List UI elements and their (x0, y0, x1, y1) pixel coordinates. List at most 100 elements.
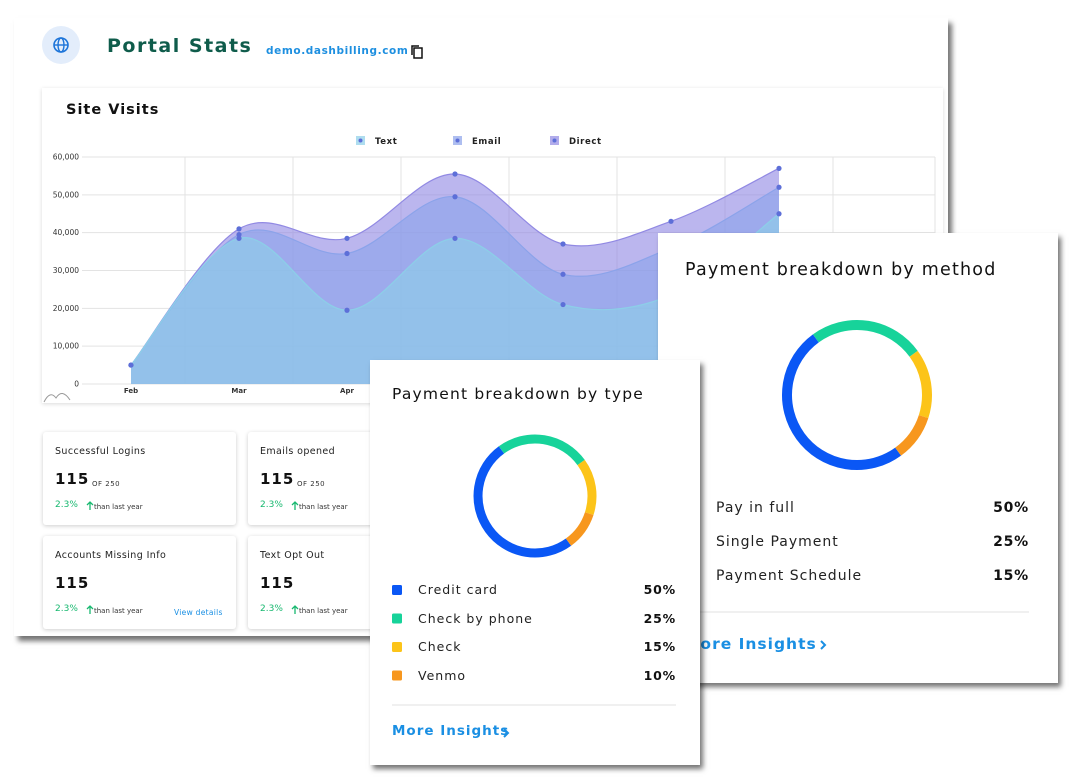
value-label: 50% (993, 500, 1029, 517)
stat-label: Emails opened (260, 446, 336, 457)
stat-note: than last year (299, 607, 348, 615)
y-tick-label: 50,000 (53, 190, 79, 199)
up-arrow-icon (291, 605, 299, 614)
more-insights-link[interactable]: More Insights (392, 723, 510, 739)
legend-label: Pay in full (716, 500, 795, 517)
stat-total: OF 250 (297, 480, 326, 488)
domain-link[interactable]: demo.dashbilling.com (266, 45, 409, 57)
y-tick-label: 10,000 (53, 342, 79, 351)
legend-label: Single Payment (716, 534, 839, 551)
stat-value: 115 (55, 470, 90, 488)
y-tick-label: 20,000 (53, 304, 79, 313)
data-point (344, 250, 350, 257)
up-arrow-icon (86, 605, 94, 614)
method-card: Payment breakdown by method Pay in full 50… (658, 233, 1058, 683)
copy-icon[interactable] (410, 44, 424, 60)
globe-icon[interactable] (42, 26, 82, 66)
donut-segment (565, 512, 594, 546)
legend-label: Check by phone (418, 610, 533, 626)
stat-note: than last year (299, 503, 348, 511)
data-point (236, 231, 242, 238)
legend-label: Email (472, 137, 501, 147)
stat-value: 115 (260, 470, 295, 488)
legend-label: Check (418, 639, 462, 655)
legend-swatch (392, 642, 402, 652)
data-point (344, 235, 350, 241)
page-title: Portal Stats (107, 35, 253, 57)
data-point (128, 362, 134, 368)
legend-swatch (392, 585, 402, 595)
card-title: Payment breakdown by method (685, 260, 997, 280)
y-tick-label: 0 (74, 380, 79, 389)
data-point (776, 165, 782, 171)
legend-dot (455, 138, 460, 143)
donut-segment (895, 414, 929, 456)
stat-note: than last year (94, 503, 143, 511)
stat-card: Accounts Missing Info 115 2.3% than last ye… (43, 536, 236, 629)
value-label: 25% (643, 610, 676, 626)
data-point (452, 171, 458, 177)
donut-segment (473, 446, 572, 558)
card-title: Payment breakdown by type (392, 385, 644, 403)
legend-label: Payment Schedule (716, 568, 863, 585)
legend-label: Venmo (418, 667, 467, 683)
value-label: 10% (643, 667, 676, 683)
y-tick-label: 60,000 (53, 153, 79, 162)
legend-label: Credit card (418, 582, 498, 598)
data-point (560, 301, 566, 308)
stat-value: 115 (55, 574, 90, 592)
stat-change: 2.3% (55, 604, 78, 614)
data-point (452, 235, 458, 241)
view-details-link[interactable]: View details (174, 608, 223, 617)
data-point (236, 226, 242, 232)
chart-title: Site Visits (66, 102, 159, 118)
value-label: 15% (993, 568, 1029, 585)
legend-label: Text (375, 137, 397, 147)
legend-label: Direct (569, 137, 602, 147)
y-tick-label: 30,000 (53, 266, 79, 275)
up-arrow-icon (291, 501, 299, 510)
stat-label: Accounts Missing Info (55, 550, 167, 561)
data-point (776, 184, 782, 190)
legend-swatch (392, 670, 402, 681)
value-label: 15% (643, 639, 676, 655)
chevron-icon[interactable] (820, 640, 827, 650)
up-arrow-icon (86, 501, 94, 510)
stat-label: Successful Logins (55, 446, 146, 457)
donut-segment (498, 434, 585, 466)
donut-segment (812, 320, 918, 357)
legend-dot (552, 138, 557, 143)
stat-value: 115 (260, 574, 295, 592)
y-tick-label: 40,000 (53, 228, 79, 237)
legend-dot (358, 138, 363, 143)
value-label: 50% (643, 582, 676, 598)
stat-change: 2.3% (260, 604, 283, 614)
donut-segment (909, 350, 932, 419)
more-insights-link[interactable]: More Insights (684, 635, 817, 653)
data-point (236, 235, 242, 241)
data-point (452, 194, 458, 200)
data-point (560, 271, 566, 277)
chevron-icon[interactable] (503, 728, 510, 738)
type-card: Payment breakdown by type Credit card 50% C… (370, 360, 700, 765)
donut-chart (700, 320, 1029, 650)
value-label: 25% (993, 534, 1029, 551)
chart-icon (43, 393, 71, 403)
x-tick-label: Mar (231, 387, 247, 395)
stat-change: 2.3% (260, 500, 283, 510)
donut-segment (782, 334, 902, 470)
x-tick-label: Feb (124, 387, 138, 395)
data-point (344, 307, 350, 313)
stat-label: Text Opt Out (260, 550, 325, 561)
donut-segment (577, 459, 597, 516)
stat-change: 2.3% (55, 500, 78, 510)
legend-swatch (392, 613, 402, 624)
stat-total: OF 250 (92, 480, 121, 488)
data-point (776, 211, 782, 217)
data-point (560, 241, 566, 247)
stat-card: Successful Logins 115 OF 250 2.3% than last … (43, 432, 236, 525)
area-fill (131, 213, 779, 384)
data-point (668, 218, 674, 224)
stat-note: than last year (94, 607, 143, 615)
